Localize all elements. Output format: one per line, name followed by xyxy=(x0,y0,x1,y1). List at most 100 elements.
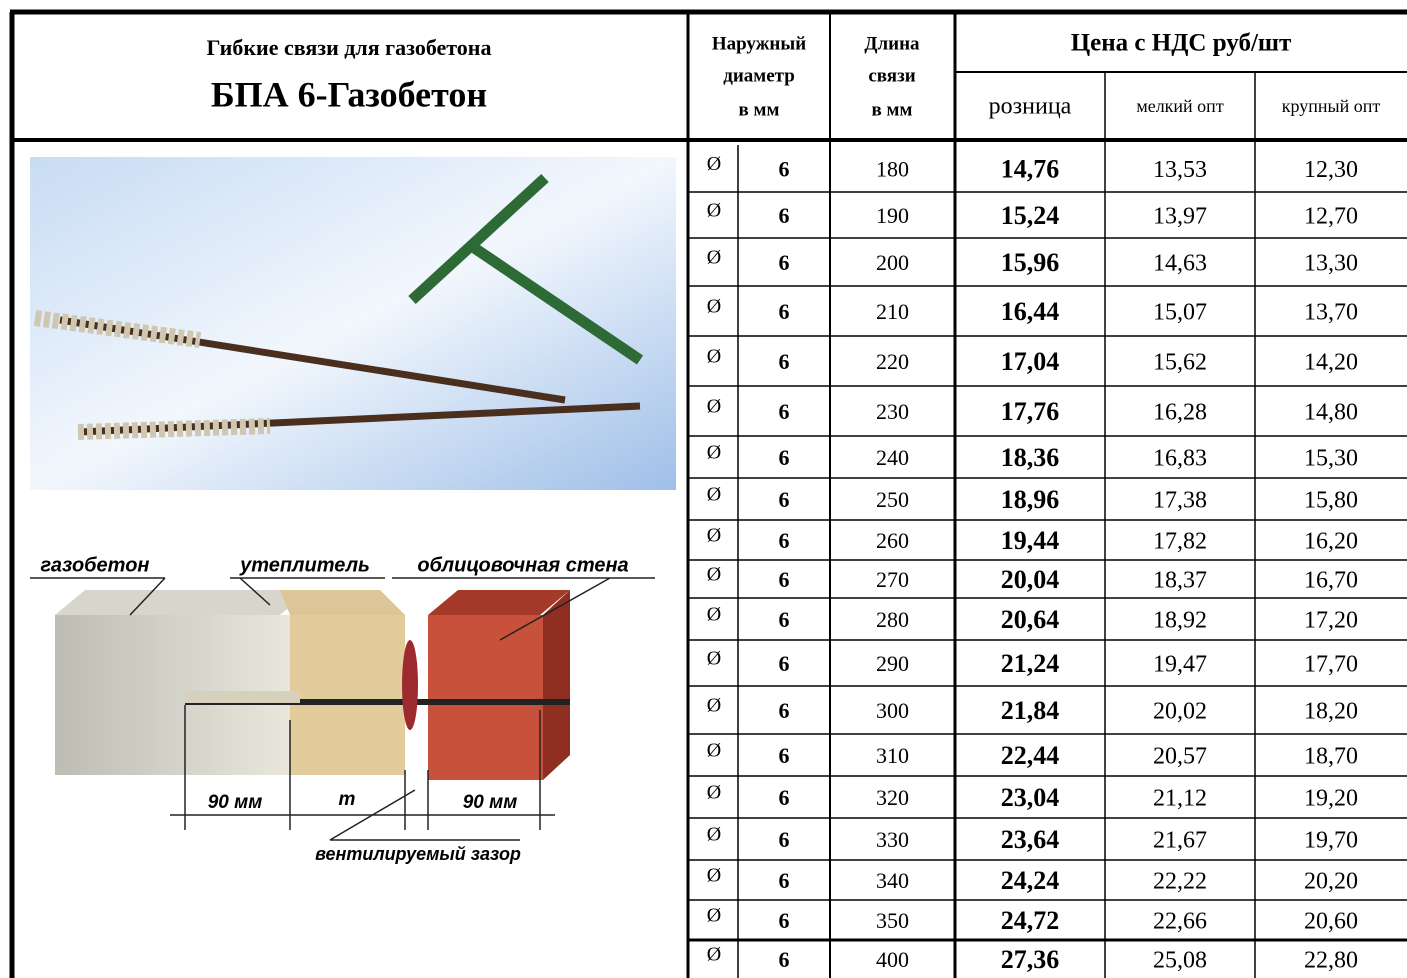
cell: 17,70 xyxy=(1304,652,1358,678)
cell: 6 xyxy=(779,349,790,374)
cell: Ø xyxy=(707,484,721,506)
cell: 14,76 xyxy=(1001,154,1060,183)
column-header: в мм xyxy=(739,99,780,120)
diagram-label: облицовочная стена xyxy=(417,554,628,576)
cell: 6 xyxy=(779,698,790,723)
column-header: Наружный xyxy=(712,33,806,54)
cell: 21,84 xyxy=(1001,696,1060,725)
cell: 6 xyxy=(779,399,790,424)
cell: 6 xyxy=(779,203,790,228)
cell: 19,70 xyxy=(1304,828,1358,854)
cell: 13,97 xyxy=(1153,204,1207,230)
cell: 190 xyxy=(876,203,909,228)
cell: Ø xyxy=(707,525,721,547)
cell: 260 xyxy=(876,528,909,553)
cell: 340 xyxy=(876,868,909,893)
cell: 19,44 xyxy=(1001,526,1060,555)
cell: Ø xyxy=(707,740,721,762)
column-header: Длина xyxy=(864,33,920,54)
cell: 6 xyxy=(779,487,790,512)
cell: 20,20 xyxy=(1304,869,1358,895)
cell: 14,20 xyxy=(1304,350,1358,376)
cell: 220 xyxy=(876,349,909,374)
cell: 180 xyxy=(876,157,909,182)
cell: 16,20 xyxy=(1304,529,1358,555)
cell: 6 xyxy=(779,868,790,893)
cell: 6 xyxy=(779,299,790,324)
cell: 290 xyxy=(876,651,909,676)
cell: Ø xyxy=(707,604,721,626)
cell: Ø xyxy=(707,346,721,368)
cell: 6 xyxy=(779,445,790,470)
cell: 6 xyxy=(779,157,790,182)
cell: Ø xyxy=(707,782,721,804)
photo xyxy=(30,157,676,490)
cell: 14,80 xyxy=(1304,400,1358,426)
cell: 17,04 xyxy=(1001,347,1060,376)
cell: 27,36 xyxy=(1001,945,1060,974)
cell: 22,22 xyxy=(1153,869,1207,895)
cell: 18,96 xyxy=(1001,485,1060,514)
cell: 20,57 xyxy=(1153,744,1207,770)
cell: 6 xyxy=(779,785,790,810)
cell: Ø xyxy=(707,824,721,846)
column-header: Цена с НДС руб/шт xyxy=(1071,30,1292,57)
cell: 210 xyxy=(876,299,909,324)
diagram-label: т xyxy=(339,789,356,810)
cell: 12,30 xyxy=(1304,157,1358,183)
cell: 320 xyxy=(876,785,909,810)
cell: 20,60 xyxy=(1304,909,1358,935)
cell: 25,08 xyxy=(1153,948,1207,974)
product-name: БПА 6-Газобетон xyxy=(211,74,487,114)
cell: Ø xyxy=(707,296,721,318)
cell: 23,64 xyxy=(1001,825,1060,854)
cell: Ø xyxy=(707,153,721,175)
cell: 19,20 xyxy=(1304,786,1358,812)
cell: 310 xyxy=(876,743,909,768)
cell: 6 xyxy=(779,743,790,768)
cell: 15,30 xyxy=(1304,446,1358,472)
cell: 15,62 xyxy=(1153,350,1207,376)
column-header: диаметр xyxy=(723,65,795,86)
cell: Ø xyxy=(707,564,721,586)
cell: 200 xyxy=(876,250,909,275)
diagram-label: 90 мм xyxy=(208,792,263,813)
title: Гибкие связи для газобетона xyxy=(207,35,492,60)
cell: 15,96 xyxy=(1001,248,1060,277)
cell: 6 xyxy=(779,651,790,676)
cell: 6 xyxy=(779,528,790,553)
diagram-label: вентилируемый зазор xyxy=(315,844,521,864)
column-header: в мм xyxy=(872,99,913,120)
cell: 14,63 xyxy=(1153,251,1207,277)
cell: 22,80 xyxy=(1304,948,1358,974)
cell: Ø xyxy=(707,905,721,927)
diagram-label: 90 мм xyxy=(463,792,518,813)
cell: 18,70 xyxy=(1304,744,1358,770)
cell: 17,20 xyxy=(1304,608,1358,634)
cell: Ø xyxy=(707,396,721,418)
cell: 13,30 xyxy=(1304,251,1358,277)
cell: 16,83 xyxy=(1153,446,1207,472)
cell: 24,24 xyxy=(1001,866,1060,895)
cell: 13,53 xyxy=(1153,157,1207,183)
cell: 280 xyxy=(876,607,909,632)
cell: Ø xyxy=(707,648,721,670)
cell: Ø xyxy=(707,247,721,269)
cell: 16,70 xyxy=(1304,568,1358,594)
cell: 17,38 xyxy=(1153,488,1207,514)
cell: 6 xyxy=(779,947,790,972)
cell: 6 xyxy=(779,607,790,632)
column-header: розница xyxy=(989,94,1072,120)
cell: 16,44 xyxy=(1001,297,1060,326)
cell: 6 xyxy=(779,567,790,592)
cell: 21,12 xyxy=(1153,786,1207,812)
cell: 15,07 xyxy=(1153,300,1207,326)
cell: 21,24 xyxy=(1001,649,1060,678)
cell: 18,20 xyxy=(1304,699,1358,725)
cell: Ø xyxy=(707,200,721,222)
diagram-label: утеплитель xyxy=(239,554,370,576)
cell: 270 xyxy=(876,567,909,592)
cell: 13,70 xyxy=(1304,300,1358,326)
column-header: связи xyxy=(868,65,915,86)
